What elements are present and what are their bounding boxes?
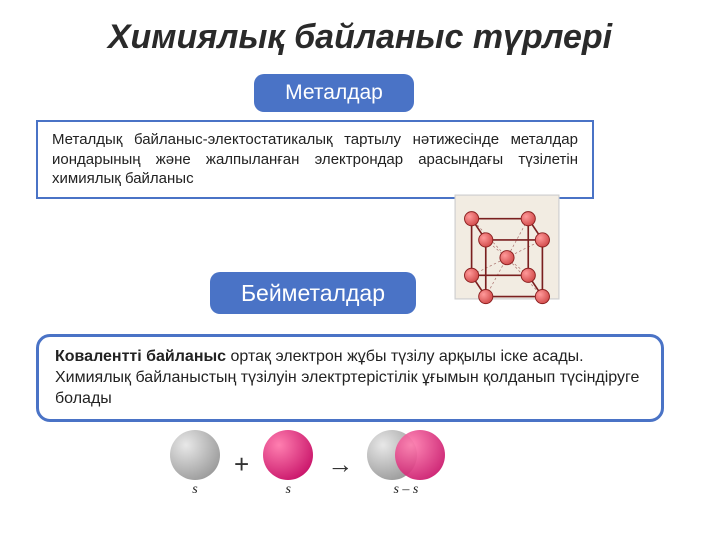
orbital-sphere: s [170,430,220,498]
definition-metallic-bond: Металдық байланыс-электостатикалық тарты… [36,120,594,199]
slide: Химиялық байланыс түрлері Металдар Метал… [0,0,720,540]
definition-metallic-bond-text: Металдық байланыс-электостатикалық тарты… [52,131,578,187]
definition-covalent-bond: Коваленттi байланыс ортақ электрон жұбы … [36,334,664,422]
orbital-overlap-diagram: s + s → s – s [170,430,445,498]
crystal-lattice-diagram [438,188,576,306]
orbital-label: s [285,482,290,498]
pill-nonmetals: Бейметалдар [210,272,416,314]
orbital-label: s – s [393,482,418,498]
plus-icon: + [234,449,249,480]
orbital-sphere: s [263,430,313,498]
page-title: Химиялық байланыс түрлері [0,18,720,57]
pill-metals-label: Металдар [285,81,383,105]
pill-metals: Металдар [254,74,414,112]
definition-covalent-bond-text: Коваленттi байланыс ортақ электрон жұбы … [55,348,639,407]
arrow-icon: → [327,449,353,480]
orbital-label: s [192,482,197,498]
orbital-overlap: s – s [367,430,445,498]
pill-nonmetals-label: Бейметалдар [241,280,385,307]
